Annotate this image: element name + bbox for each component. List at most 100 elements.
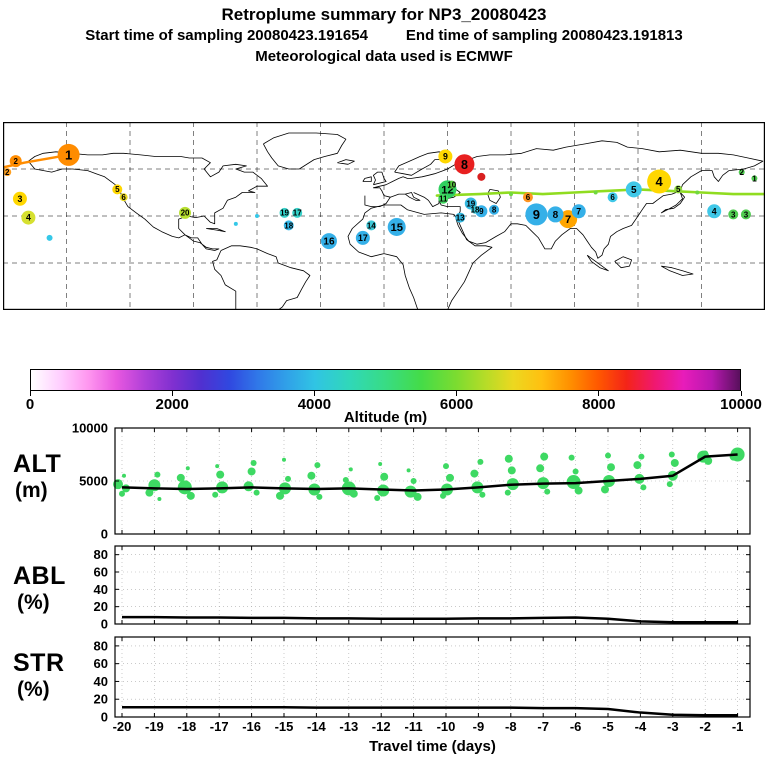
abl-panel-frame — [114, 545, 751, 625]
x-tick-label: -11 — [405, 719, 423, 734]
alt-axis-label: ALT — [13, 450, 62, 478]
x-tick-label: -6 — [570, 719, 582, 734]
colorbar-tick-mark — [456, 391, 458, 396]
colorbar-tick-label: 10000 — [720, 396, 762, 413]
page-title: Retroplume summary for NP3_20080423 — [221, 5, 547, 24]
svg-text:8: 8 — [553, 210, 559, 221]
x-tick-label: -7 — [537, 719, 549, 734]
svg-text:2: 2 — [13, 157, 18, 166]
alt-panel-frame — [114, 427, 751, 535]
svg-text:18: 18 — [284, 221, 293, 230]
svg-text:6: 6 — [121, 193, 126, 202]
svg-text:1: 1 — [752, 174, 757, 183]
x-tick-label: -1 — [732, 719, 744, 734]
y-tick-label: 60 — [94, 656, 108, 671]
svg-text:3: 3 — [731, 210, 736, 219]
y-tick-label: 80 — [94, 638, 108, 653]
str-axis-label: STR — [13, 649, 65, 677]
x-tick-label: -12 — [372, 719, 391, 734]
trajectory-tracks — [3, 153, 765, 197]
colorbar-tick-label: 2000 — [155, 396, 189, 413]
str-panel-line — [122, 705, 738, 717]
colorbar-tick-mark — [740, 391, 742, 396]
x-tick-label: -8 — [505, 719, 517, 734]
altitude-colorbar — [30, 369, 741, 391]
svg-text:8: 8 — [492, 206, 497, 215]
abl-panel-line — [122, 615, 738, 624]
x-tick-label: -16 — [242, 719, 261, 734]
svg-text:7: 7 — [576, 206, 581, 216]
y-tick-label: 40 — [94, 582, 108, 597]
colorbar-tick-label: 8000 — [582, 396, 616, 413]
svg-text:11: 11 — [439, 195, 448, 204]
str-panel-frame — [114, 636, 751, 718]
x-tick-label: -19 — [145, 719, 164, 734]
x-tick-label: -5 — [602, 719, 614, 734]
y-tick-label: 0 — [101, 527, 108, 542]
x-tick-label: -18 — [177, 719, 196, 734]
svg-text:4: 4 — [712, 206, 717, 216]
y-tick-label: 20 — [94, 692, 108, 707]
svg-text:18: 18 — [471, 206, 480, 215]
y-tick-label: 80 — [94, 547, 108, 562]
sampling-times-line: Start time of sampling 20080423.191654 E… — [0, 27, 768, 44]
colorbar-tick-mark — [313, 391, 315, 396]
colorbar-tick-label: 0 — [25, 396, 35, 413]
y-tick-label: 10000 — [72, 421, 108, 436]
svg-text:17: 17 — [358, 233, 368, 243]
y-tick-label: 0 — [101, 617, 108, 632]
y-tick-label: 5000 — [79, 474, 108, 489]
x-tick-label: -4 — [635, 719, 647, 734]
svg-text:16: 16 — [323, 237, 335, 248]
str-axis-unit: (%) — [17, 678, 50, 701]
colorbar-tick-label: 4000 — [297, 396, 332, 413]
svg-text:15: 15 — [390, 222, 403, 234]
svg-text:17: 17 — [293, 209, 302, 218]
colorbar-ticks: 0 2000 4000 6000 8000 10000 — [26, 391, 762, 415]
svg-text:13: 13 — [456, 213, 465, 222]
svg-text:5: 5 — [115, 185, 120, 194]
svg-text:10: 10 — [447, 181, 456, 190]
alt-mean-line — [121, 453, 738, 492]
str-panel: 0 20 40 60 80 — [94, 636, 751, 725]
svg-text:8: 8 — [461, 158, 468, 172]
colorbar-tick-mark — [29, 391, 31, 396]
y-tick-label: 20 — [94, 599, 108, 614]
abl-axis-label: ABL — [13, 562, 66, 590]
y-tick-label: 60 — [94, 565, 108, 580]
met-data-label: Meteorological data used is ECMWF — [255, 48, 513, 65]
y-tick-label: 40 — [94, 674, 108, 689]
svg-text:4: 4 — [26, 213, 31, 223]
alt-axis-unit: (m) — [15, 479, 48, 502]
x-tick-label: -2 — [699, 719, 711, 734]
y-tick-label: 0 — [101, 710, 108, 725]
svg-text:2: 2 — [739, 168, 744, 177]
map-frame — [3, 122, 765, 310]
svg-text:20: 20 — [181, 209, 190, 218]
colorbar-tick-mark — [171, 391, 173, 396]
time-series-panels: 0 5000 10000 0 20 40 60 80 0 20 40 60 80 -20 -19 -18 -17… — [72, 421, 751, 755]
svg-text:2: 2 — [5, 168, 10, 177]
x-tick-label: -9 — [473, 719, 485, 734]
colorbar-tick-label: 6000 — [439, 396, 474, 413]
alt-panel: 0 5000 10000 — [72, 421, 751, 542]
x-tick-label: -20 — [113, 719, 132, 734]
x-tick-label: -15 — [275, 719, 294, 734]
x-axis-title: Travel time (days) — [369, 738, 496, 755]
svg-text:7: 7 — [565, 214, 571, 226]
abl-axis-unit: (%) — [17, 591, 50, 614]
svg-text:5: 5 — [631, 185, 637, 196]
svg-text:6: 6 — [610, 193, 615, 202]
end-time-label: End time of sampling 20080423.191813 — [405, 27, 683, 44]
svg-text:9: 9 — [533, 207, 540, 222]
x-tick-label: -13 — [339, 719, 358, 734]
x-axis: -20 -19 -18 -17 -16 -15 -14 -13 -12 -11 -10 -9 -8 -7 -… — [113, 719, 744, 755]
svg-text:3: 3 — [744, 210, 749, 219]
start-time-label: Start time of sampling 20080423.191654 — [85, 27, 368, 44]
alt-scatter-dots — [113, 447, 745, 502]
svg-text:3: 3 — [17, 194, 22, 204]
svg-text:9: 9 — [479, 207, 484, 216]
colorbar-tick-mark — [598, 391, 600, 396]
svg-text:6: 6 — [526, 193, 531, 202]
